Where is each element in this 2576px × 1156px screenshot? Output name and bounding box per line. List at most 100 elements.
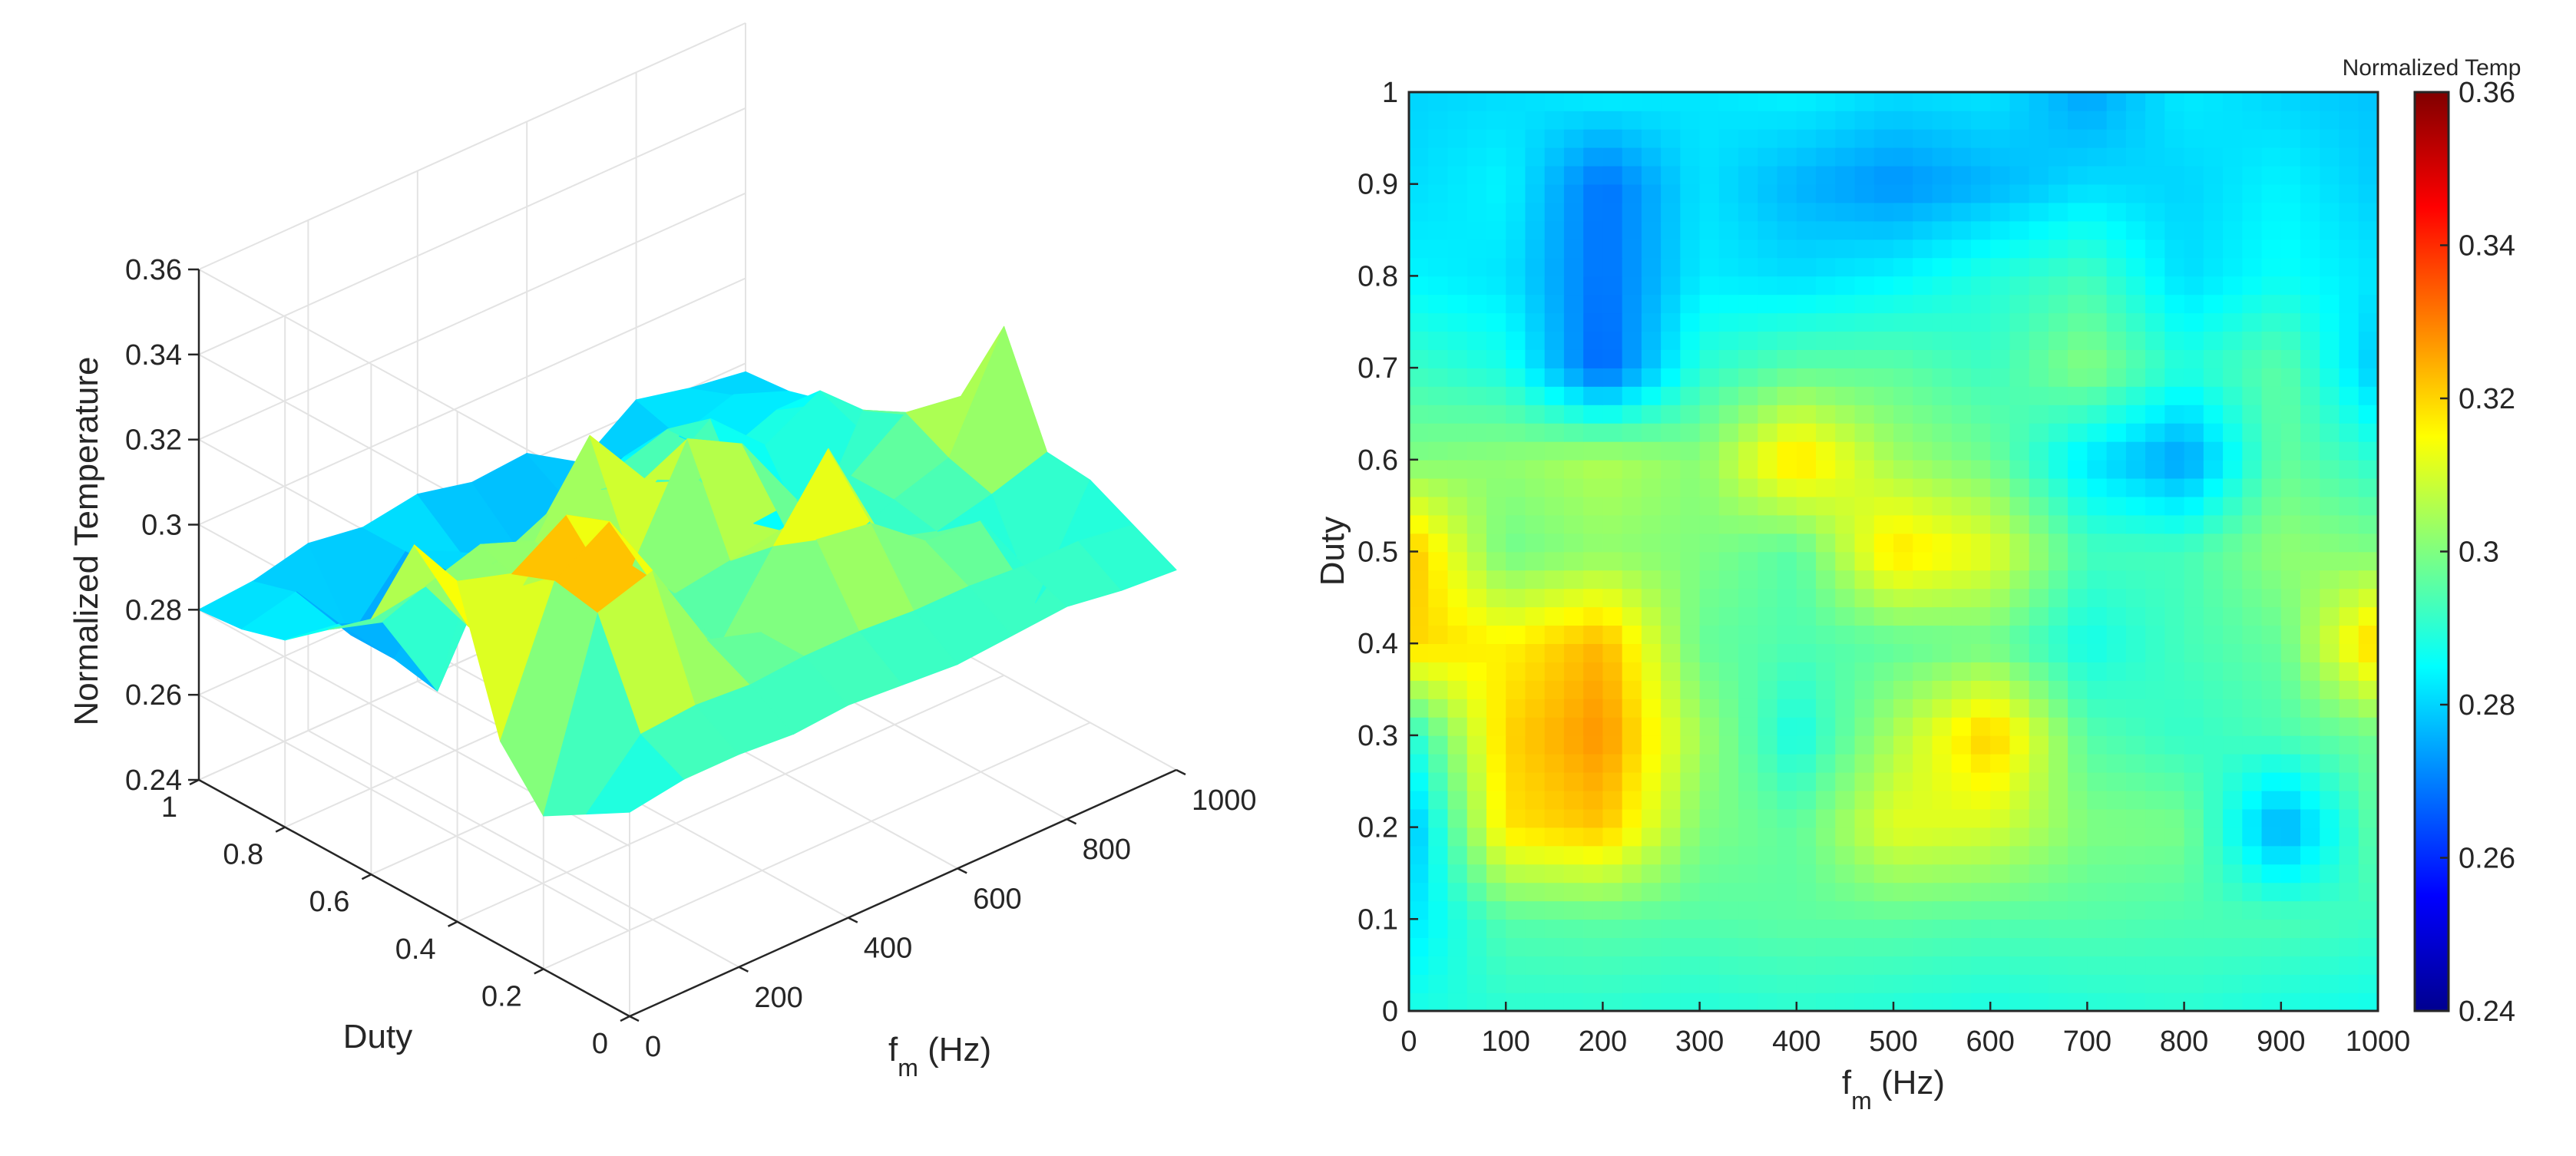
heatmap-cell <box>1932 422 1953 442</box>
heatmap-cell <box>1506 128 1526 148</box>
heatmap-cell <box>1718 441 1739 461</box>
heatmap-cell <box>2068 699 2088 718</box>
heatmap-cell <box>1602 165 1623 185</box>
heatmap-cell <box>2125 202 2146 222</box>
heatmap-cell <box>1758 441 1778 461</box>
heatmap-cell <box>1563 588 1584 608</box>
heatmap-cell <box>1563 110 1584 130</box>
heatmap-cell <box>1718 864 1739 884</box>
heatmap-cell <box>1447 239 1468 259</box>
heatmap-cell <box>1525 202 1546 222</box>
heatmap-cell <box>2106 404 2127 424</box>
heatmap-cell <box>2068 808 2088 828</box>
heatmap-cell <box>1718 514 1739 534</box>
heatmap-cell <box>1932 368 1953 387</box>
heatmap-xlabel: fm (Hz) <box>1842 1064 1945 1115</box>
heatmap-cell <box>2009 459 2030 479</box>
heatmap-cell <box>2145 165 2166 185</box>
heatmap-cell <box>2125 349 2146 368</box>
heatmap-cell <box>1467 147 1487 167</box>
heatmap-cell <box>1699 790 1720 810</box>
heatmap-cell <box>1718 386 1739 405</box>
heatmap-cell <box>1835 662 1856 681</box>
heatmap-cell <box>2223 827 2244 847</box>
heatmap-cell <box>2242 625 2263 644</box>
heatmap-cell <box>1738 956 1759 975</box>
heatmap-cell <box>2048 937 2068 956</box>
heatmap-cell <box>1680 257 1701 277</box>
heatmap-x-tick-label: 400 <box>1772 1026 1820 1058</box>
heatmap-cell <box>1854 386 1875 405</box>
heatmap-cell <box>1680 147 1701 167</box>
heatmap-cell <box>1932 570 1953 590</box>
heatmap-cell <box>2223 404 2244 424</box>
heatmap-cell <box>1738 312 1759 332</box>
heatmap-cell <box>1622 239 1642 259</box>
heatmap-cell <box>1738 404 1759 424</box>
heatmap-cell <box>1932 735 1953 755</box>
x-tick-label: 0 <box>645 1031 661 1063</box>
heatmap-cell <box>1854 625 1875 644</box>
heatmap-cell <box>2125 239 2146 259</box>
heatmap-cell <box>1816 386 1837 405</box>
heatmap-cell <box>2125 331 2146 350</box>
heatmap-cell <box>1873 735 1894 755</box>
heatmap-cell <box>1544 845 1565 865</box>
heatmap-cell <box>2261 477 2282 497</box>
heatmap-cell <box>1563 956 1584 975</box>
heatmap-cell <box>1563 183 1584 203</box>
heatmap-cell <box>2242 128 2263 148</box>
heatmap-cell <box>1506 220 1526 240</box>
heatmap-cell <box>1661 680 1682 699</box>
heatmap-cell <box>2029 864 2049 884</box>
heatmap-cell <box>1447 110 1468 130</box>
heatmap-cell <box>1661 220 1682 240</box>
heatmap-cell <box>1796 441 1817 461</box>
heatmap-cell <box>1699 331 1720 350</box>
heatmap-cell <box>1796 974 1817 993</box>
heatmap-cell <box>1835 496 1856 516</box>
heatmap-cell <box>1583 606 1604 626</box>
heatmap-cell <box>1641 680 1662 699</box>
heatmap-cell <box>2087 331 2108 350</box>
heatmap-cell <box>1467 882 1487 902</box>
heatmap-cell <box>1467 496 1487 516</box>
heatmap-cell <box>2068 183 2088 203</box>
heatmap-cell <box>1506 294 1526 314</box>
heatmap-cell <box>1409 827 1430 847</box>
heatmap-cell <box>1796 716 1817 736</box>
colorbar-tick-labels: 0.240.260.280.30.320.340.36 <box>2440 77 2515 1028</box>
heatmap-cell <box>2358 864 2379 884</box>
heatmap-cell <box>1680 680 1701 699</box>
heatmap-cell <box>1913 183 1933 203</box>
heatmap-cell <box>1970 570 1991 590</box>
heatmap-cell <box>2358 294 2379 314</box>
heatmap-cell <box>1622 771 1642 791</box>
heatmap-cell <box>1873 349 1894 368</box>
heatmap-cell <box>2300 606 2321 626</box>
heatmap-cell <box>2009 937 2030 956</box>
heatmap-cell <box>1796 680 1817 699</box>
heatmap-cell <box>1467 220 1487 240</box>
heatmap-cell <box>2300 183 2321 203</box>
heatmap-cell <box>1738 257 1759 277</box>
heatmap-cell <box>1428 864 1449 884</box>
heatmap-cell <box>1835 919 1856 939</box>
heatmap-cell <box>2106 753 2127 773</box>
heatmap-cell <box>2106 882 2127 902</box>
heatmap-cell <box>2280 606 2301 626</box>
heatmap-cell <box>1873 900 1894 920</box>
heatmap-cell <box>1718 551 1739 571</box>
heatmap-cell <box>2223 165 2244 185</box>
heatmap-cell <box>1718 257 1739 277</box>
heatmap-cell <box>1796 771 1817 791</box>
heatmap-cell <box>1447 147 1468 167</box>
heatmap-cell <box>2280 699 2301 718</box>
heatmap-cell <box>2300 937 2321 956</box>
heatmap-cell <box>2261 331 2282 350</box>
heatmap-cell <box>1777 625 1797 644</box>
heatmap-cell <box>1428 551 1449 571</box>
heatmap-cell <box>1409 699 1430 718</box>
heatmap-cell <box>1796 588 1817 608</box>
grid-line <box>198 107 746 355</box>
